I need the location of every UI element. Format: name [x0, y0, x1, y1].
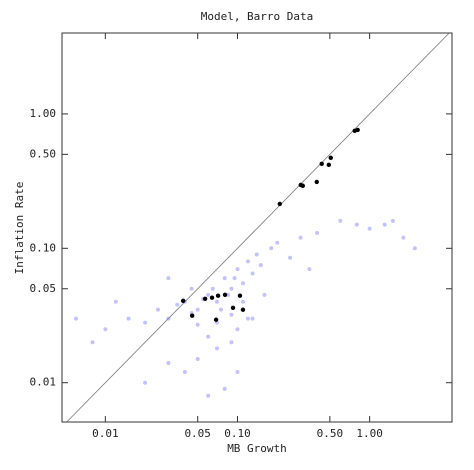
- point: [209, 295, 215, 300]
- x-tick-label: 1.00: [356, 427, 383, 440]
- point: [326, 162, 332, 168]
- point: [155, 307, 160, 312]
- y-tick-label: 0.01: [30, 376, 57, 389]
- point: [307, 267, 312, 272]
- point: [401, 235, 406, 240]
- x-tick-label: 0.05: [184, 427, 211, 440]
- point: [182, 370, 187, 375]
- point: [222, 292, 228, 297]
- point: [206, 334, 211, 339]
- point: [235, 267, 240, 272]
- y-axis-label: Inflation Rate: [13, 182, 26, 275]
- identity-line: [66, 32, 450, 423]
- point: [195, 322, 200, 327]
- point: [230, 305, 236, 310]
- point: [367, 226, 372, 231]
- point: [166, 276, 171, 281]
- point: [382, 222, 387, 227]
- point: [338, 218, 343, 223]
- plot-frame: [61, 32, 453, 423]
- point: [229, 312, 234, 317]
- point: [202, 296, 208, 302]
- point: [210, 286, 215, 291]
- point: [315, 230, 320, 235]
- point: [328, 155, 333, 161]
- point: [195, 307, 200, 312]
- point: [250, 316, 255, 321]
- point: [240, 299, 245, 304]
- x-axis-label: MB Growth: [227, 442, 287, 455]
- point: [275, 240, 280, 245]
- point: [240, 281, 245, 286]
- point: [175, 302, 180, 307]
- point: [237, 293, 243, 298]
- point: [319, 161, 324, 167]
- point: [229, 340, 234, 345]
- y-tick-label: 0.50: [30, 147, 57, 160]
- point: [180, 298, 186, 303]
- point: [298, 235, 303, 240]
- point: [314, 179, 319, 185]
- point: [240, 307, 246, 312]
- point: [288, 255, 293, 260]
- point: [113, 299, 118, 304]
- point: [143, 380, 148, 385]
- point: [235, 327, 240, 332]
- point: [206, 393, 211, 398]
- point: [300, 183, 305, 188]
- point: [222, 276, 227, 281]
- x-tick-label: 0.10: [224, 427, 251, 440]
- point: [143, 320, 148, 325]
- point: [258, 263, 263, 268]
- point: [277, 201, 282, 207]
- point: [229, 286, 234, 291]
- point: [126, 316, 131, 321]
- point: [355, 127, 360, 133]
- point: [354, 222, 359, 227]
- point: [90, 340, 95, 345]
- point: [245, 316, 250, 321]
- point: [245, 259, 250, 264]
- point: [189, 313, 195, 318]
- point: [166, 316, 171, 321]
- point: [166, 361, 171, 366]
- y-tick-label: 1.00: [30, 107, 57, 120]
- point: [226, 292, 231, 297]
- point: [195, 357, 200, 362]
- x-tick-label: 0.50: [317, 427, 344, 440]
- point: [189, 286, 194, 291]
- point: [390, 218, 395, 223]
- point: [262, 292, 267, 297]
- point: [250, 271, 255, 276]
- point: [254, 252, 259, 257]
- point: [103, 327, 108, 332]
- chart-title: Model, Barro Data: [201, 10, 314, 23]
- point: [235, 370, 240, 375]
- point: [215, 299, 220, 304]
- y-tick-label: 0.10: [30, 241, 57, 254]
- point: [215, 346, 220, 351]
- point: [218, 307, 223, 312]
- point: [412, 246, 417, 251]
- y-tick-label: 0.05: [30, 282, 57, 295]
- point: [269, 246, 274, 251]
- point: [222, 386, 227, 391]
- x-tick-label: 0.01: [92, 427, 119, 440]
- point: [232, 276, 237, 281]
- point: [74, 316, 79, 321]
- point: [206, 292, 211, 297]
- point: [213, 317, 219, 322]
- point: [215, 293, 221, 298]
